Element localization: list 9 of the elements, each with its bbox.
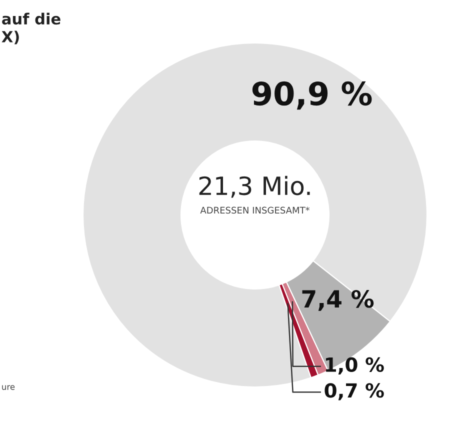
- data-label: 1,0 %: [326, 357, 384, 374]
- data-label: 7,4 %: [302, 290, 374, 311]
- data-label: 90,9 %: [252, 81, 372, 110]
- text: 21,3 Mio.: [199, 176, 310, 198]
- data-label: 0,7 %: [324, 383, 384, 400]
- text: auf die: [2, 12, 60, 25]
- text: X): [2, 30, 19, 44]
- text: ADRESSEN INSGESAMT*: [200, 206, 310, 214]
- text: ure: [2, 385, 15, 390]
